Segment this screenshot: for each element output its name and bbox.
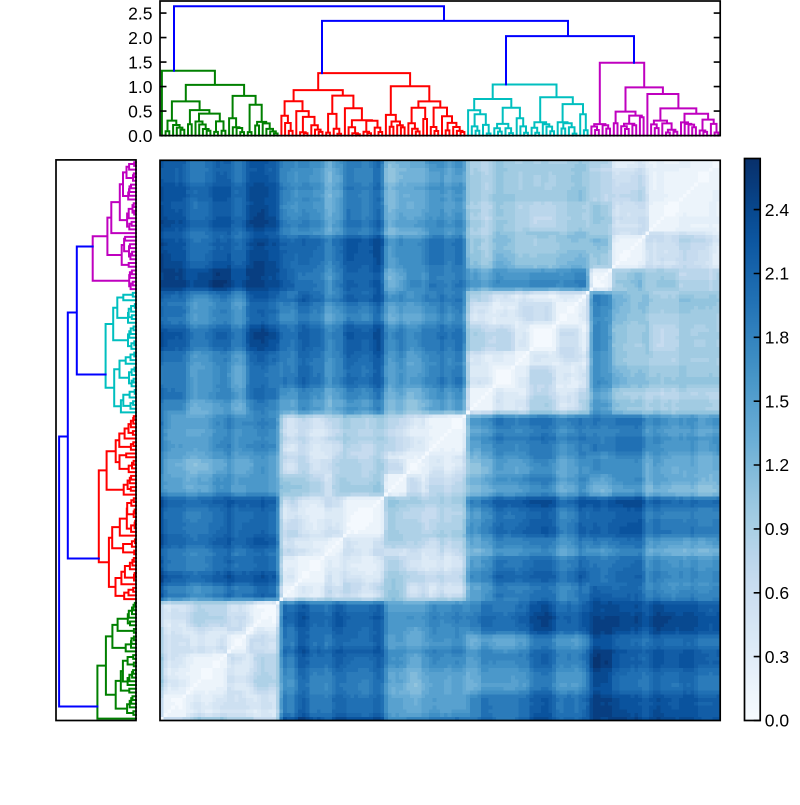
- svg-text:2.0: 2.0: [128, 28, 153, 48]
- svg-text:0.0: 0.0: [765, 711, 790, 731]
- svg-text:2.4: 2.4: [765, 200, 790, 220]
- svg-text:1.8: 1.8: [765, 328, 789, 348]
- svg-text:0.0: 0.0: [128, 126, 153, 146]
- svg-text:0.9: 0.9: [765, 519, 789, 539]
- svg-text:2.5: 2.5: [128, 3, 152, 23]
- svg-text:1.2: 1.2: [765, 455, 789, 475]
- svg-text:0.5: 0.5: [128, 101, 152, 121]
- svg-text:1.5: 1.5: [128, 52, 152, 72]
- svg-text:2.1: 2.1: [765, 264, 789, 284]
- svg-text:0.6: 0.6: [765, 583, 789, 603]
- svg-text:1.5: 1.5: [765, 391, 789, 411]
- svg-text:1.0: 1.0: [128, 77, 153, 97]
- svg-text:0.3: 0.3: [765, 647, 789, 667]
